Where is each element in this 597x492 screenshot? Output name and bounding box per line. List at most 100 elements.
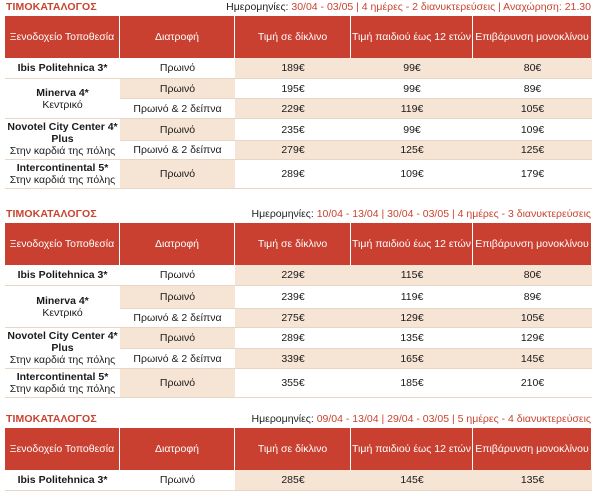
meal-cell: Πρωινό (120, 58, 235, 79)
child-cell: 99€ (351, 119, 473, 141)
double-cell: 275€ (235, 309, 351, 328)
hotel-cell: Intercontinental 5* Στην καρδιά της πόλης (5, 369, 120, 398)
hotel-name: Minerva 4* (36, 86, 89, 99)
hotel-location: Στην καρδιά της πόλης (9, 354, 116, 366)
table-row: Ibis Politehnica 3* Πρωινό 189€ 99€ 80€ (5, 58, 592, 79)
child-cell: 109€ (351, 160, 473, 189)
child-cell: 135€ (351, 328, 473, 349)
hotel-name: Intercontinental 5* (16, 162, 109, 174)
section-label: ΤΙΜΟΚΑΤΑΛΟΓΟΣ (6, 413, 97, 425)
double-cell: 285€ (235, 470, 351, 491)
single-cell: 179€ (473, 160, 592, 189)
header-cell: Ξενοδοχείο Τοποθεσία (5, 16, 120, 58)
price-table-section: ΤΙΜΟΚΑΤΑΛΟΓΟΣ Ημερομηνίες: 30/04 - 03/05 … (0, 0, 597, 205)
double-cell: 229€ (235, 265, 351, 286)
single-cell: 80€ (473, 265, 592, 286)
dates-prefix: Ημερομηνίες: (226, 1, 292, 13)
hotel-location: Στην καρδιά της πόλης (9, 383, 116, 395)
hotel-name: Minerva 4* (36, 294, 89, 307)
meal-cell: Πρωινό (120, 79, 235, 99)
table-row: Ibis Politehnica 3* Πρωινό 285€ 145€ 135€ (5, 470, 592, 491)
hotel-location: Στην καρδιά της πόλης (9, 145, 116, 157)
dates-value: 09/04 - 13/04 | 29/04 - 03/05 | 5 ημέρες… (316, 413, 591, 425)
header-cell: Τιμή σε δίκλινο (235, 223, 351, 265)
section-label: ΤΙΜΟΚΑΤΑΛΟΓΟΣ (6, 208, 97, 220)
section-dates: Ημερομηνίες: 30/04 - 03/05 | 4 ημέρες - … (226, 1, 591, 13)
header-cell: Ξενοδοχείο Τοποθεσία (5, 428, 120, 470)
dates-value: 10/04 - 13/04 | 30/04 - 03/05 | 4 ημέρες… (316, 208, 591, 220)
hotel-location: Κεντρικό (42, 98, 83, 111)
double-cell: 195€ (235, 79, 351, 99)
child-cell: 185€ (351, 369, 473, 398)
section-title-bar: ΤΙΜΟΚΑΤΑΛΟΓΟΣ Ημερομηνίες: 30/04 - 03/05 … (0, 0, 597, 16)
hotel-location: Κεντρικό (42, 306, 83, 319)
single-cell: 135€ (473, 470, 592, 491)
header-cell: Τιμή σε δίκλινο (235, 428, 351, 470)
hotel-name: Novotel City Center 4* Plus (7, 121, 118, 145)
double-cell: 355€ (235, 369, 351, 398)
single-cell: 105€ (473, 309, 592, 328)
child-cell: 119€ (351, 286, 473, 309)
child-cell: 129€ (351, 309, 473, 328)
hotel-location: Στην καρδιά της πόλης (9, 174, 116, 186)
double-cell: 239€ (235, 286, 351, 309)
hotel-cell: Minerva 4* Κεντρικό (5, 79, 120, 119)
single-cell: 105€ (473, 99, 592, 119)
hotel-cell: Ibis Politehnica 3* (5, 58, 120, 79)
meal-cell: Πρωινό (120, 265, 235, 286)
double-cell: 339€ (235, 349, 351, 369)
header-cell: Τιμή σε δίκλινο (235, 16, 351, 58)
table-row: Πρωινό & 2 δείπνα 339€ 165€ 145€ (5, 349, 592, 369)
child-cell: 165€ (351, 349, 473, 369)
double-cell: 289€ (235, 160, 351, 189)
meal-cell: Πρωινό (120, 328, 235, 349)
table-header: Ξενοδοχείο Τοποθεσία Διατροφή Τιμή σε δίκλ… (5, 428, 592, 470)
single-cell: 125€ (473, 141, 592, 160)
table-row: Novotel City Center 4* Plus Στην καρδιά τ… (5, 328, 592, 369)
header-cell: Τιμή παιδιού έως 12 ετών (351, 428, 473, 470)
table-header: Ξενοδοχείο Τοποθεσία Διατροφή Τιμή σε δίκλ… (5, 16, 592, 58)
hotel-name: Ibis Politehnica 3* (17, 474, 108, 486)
header-cell: Επιβάρυνση μονοκλίνου (473, 223, 592, 265)
meal-cell: Πρωινό (120, 119, 235, 141)
header-cell: Διατροφή (120, 16, 235, 58)
table-header: Ξενοδοχείο Τοποθεσία Διατροφή Τιμή σε δίκλ… (5, 223, 592, 265)
table-row: Ibis Politehnica 3* Πρωινό 229€ 115€ 80€ (5, 265, 592, 286)
table-row: Πρωινό & 2 δείπνα 275€ 129€ 105€ (5, 309, 592, 328)
child-cell: 115€ (351, 265, 473, 286)
double-cell: 279€ (235, 141, 351, 160)
header-cell: Διατροφή (120, 428, 235, 470)
price-table-section: ΤΙΜΟΚΑΤΑΛΟΓΟΣ Ημερομηνίες: 09/04 - 13/04 … (0, 412, 597, 492)
hotel-name: Ibis Politehnica 3* (17, 269, 108, 281)
hotel-cell: Intercontinental 5* Στην καρδιά της πόλης (5, 160, 120, 189)
child-cell: 119€ (351, 99, 473, 119)
header-cell: Επιβάρυνση μονοκλίνου (473, 16, 592, 58)
hotel-name: Ibis Politehnica 3* (17, 62, 108, 74)
hotel-name: Novotel City Center 4* Plus (7, 330, 118, 354)
section-dates: Ημερομηνίες: 09/04 - 13/04 | 29/04 - 03/… (252, 413, 591, 425)
dates-value: 30/04 - 03/05 | 4 ημέρες - 2 διανυκτερεύ… (291, 1, 591, 13)
table-row: Novotel City Center 4* Plus Στην καρδιά τ… (5, 119, 592, 160)
header-cell: Επιβάρυνση μονοκλίνου (473, 428, 592, 470)
hotel-cell: Ibis Politehnica 3* (5, 470, 120, 491)
hotel-name: Intercontinental 5* (16, 371, 109, 383)
double-cell: 189€ (235, 58, 351, 79)
table-row: Πρωινό & 2 δείπνα 229€ 119€ 105€ (5, 99, 592, 119)
header-cell: Ξενοδοχείο Τοποθεσία (5, 223, 120, 265)
double-cell: 289€ (235, 328, 351, 349)
dates-prefix: Ημερομηνίες: (251, 413, 317, 425)
double-cell: 235€ (235, 119, 351, 141)
single-cell: 129€ (473, 328, 592, 349)
meal-cell: Πρωινό (120, 286, 235, 309)
child-cell: 99€ (351, 79, 473, 99)
single-cell: 145€ (473, 349, 592, 369)
single-cell: 109€ (473, 119, 592, 141)
price-table-section: ΤΙΜΟΚΑΤΑΛΟΓΟΣ Ημερομηνίες: 10/04 - 13/04 … (0, 207, 597, 412)
section-title-bar: ΤΙΜΟΚΑΤΑΛΟΓΟΣ Ημερομηνίες: 09/04 - 13/04 … (0, 412, 597, 428)
meal-cell: Πρωινό (120, 160, 235, 189)
table-row: Minerva 4* Κεντρικό Πρωινό 195€ 99€ 89€ (5, 79, 592, 119)
single-cell: 89€ (473, 286, 592, 309)
child-cell: 145€ (351, 470, 473, 491)
meal-cell: Πρωινό & 2 δείπνα (120, 141, 235, 160)
table-row: Minerva 4* Κεντρικό Πρωινό 239€ 119€ 89€ (5, 286, 592, 328)
